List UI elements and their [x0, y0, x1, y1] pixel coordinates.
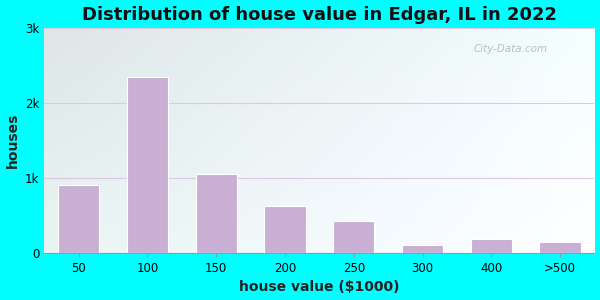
Bar	[265, 206, 305, 253]
Bar	[127, 76, 168, 253]
Title: Distribution of house value in Edgar, IL in 2022: Distribution of house value in Edgar, IL…	[82, 6, 557, 24]
Text: City-Data.com: City-Data.com	[473, 44, 548, 54]
Y-axis label: houses: houses	[5, 113, 20, 168]
Bar	[333, 221, 374, 253]
X-axis label: house value ($1000): house value ($1000)	[239, 280, 400, 294]
Bar	[402, 244, 443, 253]
Bar	[196, 174, 237, 253]
Bar	[470, 238, 512, 253]
Bar	[58, 185, 100, 253]
Bar	[539, 242, 581, 253]
